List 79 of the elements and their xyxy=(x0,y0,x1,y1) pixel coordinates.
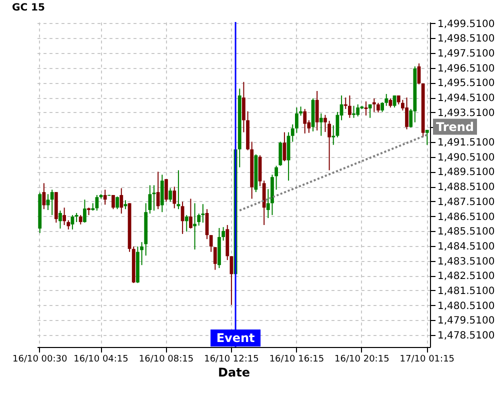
candlestick xyxy=(364,100,368,116)
y-tick-label: 1,488.5100 xyxy=(438,182,495,194)
candlestick xyxy=(116,196,120,210)
candlestick xyxy=(380,102,384,112)
x-axis-title: Date xyxy=(218,366,250,380)
candlestick xyxy=(46,194,50,211)
candlestick xyxy=(405,97,408,130)
candlestick xyxy=(70,214,74,230)
x-tick-label: 17/10 01:15 xyxy=(400,354,455,364)
candlestick xyxy=(95,194,99,212)
candlestick xyxy=(278,141,282,166)
y-tick-label: 1,489.5100 xyxy=(438,167,495,178)
series-label: Trend xyxy=(436,120,474,134)
x-tick-label: 16/10 00:30 xyxy=(12,354,68,364)
candlestick xyxy=(50,189,54,216)
candlestick xyxy=(242,81,246,133)
candlestick xyxy=(372,98,376,112)
y-tick-label: 1,480.5100 xyxy=(438,300,495,312)
y-tick-label: 1,479.5100 xyxy=(438,316,495,327)
candlestick xyxy=(315,90,319,131)
x-tick-label: 16/10 04:15 xyxy=(74,354,128,364)
y-tick-label: 1,497.5100 xyxy=(438,48,495,60)
candlestick xyxy=(324,114,327,132)
candlestick xyxy=(168,188,172,202)
x-tick-label: 16/10 12:15 xyxy=(204,354,259,364)
y-tick-label: 1,482.5100 xyxy=(438,271,495,282)
candlestick xyxy=(425,129,429,146)
y-tick-label: 1,491.5100 xyxy=(438,138,495,149)
candlestick xyxy=(294,106,298,134)
y-tick-label: 1,486.5100 xyxy=(438,212,495,223)
y-tick-label: 1,490.5100 xyxy=(438,152,495,164)
candlestick xyxy=(222,226,226,242)
y-tick-label: 1,478.5100 xyxy=(438,330,495,342)
candlestick xyxy=(42,182,46,210)
x-tick-label: 16/10 08:15 xyxy=(138,354,194,364)
candlestick xyxy=(352,105,356,118)
candlestick xyxy=(328,120,332,171)
y-tick-label: 1,485.5100 xyxy=(438,226,495,238)
x-tick-label: 16/10 16:15 xyxy=(269,354,324,364)
candlestick xyxy=(356,104,360,117)
y-tick-label: 1,487.5100 xyxy=(438,196,495,208)
candlestick xyxy=(299,106,302,116)
candlestick xyxy=(201,204,205,224)
candlestick xyxy=(152,184,156,212)
candlestick xyxy=(74,212,78,223)
y-tick-label: 1,498.5100 xyxy=(438,34,495,45)
candlestick xyxy=(348,94,352,118)
candlestick xyxy=(172,186,176,209)
annotation: Event xyxy=(216,331,256,345)
candlestick xyxy=(58,210,62,230)
y-tick-label: 1,493.5100 xyxy=(438,108,495,119)
chart-title: GC 15 xyxy=(12,2,45,14)
y-tick-label: 1,481.5100 xyxy=(438,286,495,297)
candlestick xyxy=(83,199,86,224)
y-tick-label: 1,496.5100 xyxy=(438,63,495,74)
candlestick xyxy=(213,246,217,270)
candlestick xyxy=(103,189,107,206)
candlestick xyxy=(164,178,168,202)
candlestick xyxy=(78,214,82,225)
y-tick-label: 1,484.5100 xyxy=(438,241,495,252)
candlestick xyxy=(209,234,213,252)
candlestick xyxy=(274,165,278,190)
candlestick xyxy=(368,104,372,118)
candlestick xyxy=(62,207,66,226)
candlestick xyxy=(120,188,124,214)
candlestick xyxy=(332,124,336,146)
candlestick xyxy=(184,214,188,232)
candlestick xyxy=(303,108,307,134)
candlestick xyxy=(282,132,286,162)
candlestick xyxy=(376,102,380,114)
candlestick xyxy=(156,171,160,210)
candlestick xyxy=(319,112,323,136)
y-tick-label: 1,494.5100 xyxy=(438,93,495,104)
y-tick-label: 1,495.5100 xyxy=(438,78,495,90)
y-tick-label: 1,499.5100 xyxy=(438,18,495,30)
candlestick xyxy=(188,198,192,230)
y-tick-label: 1,483.5100 xyxy=(438,256,495,268)
x-tick-label: 16/10 20:15 xyxy=(334,354,390,364)
candlestick xyxy=(112,194,115,210)
